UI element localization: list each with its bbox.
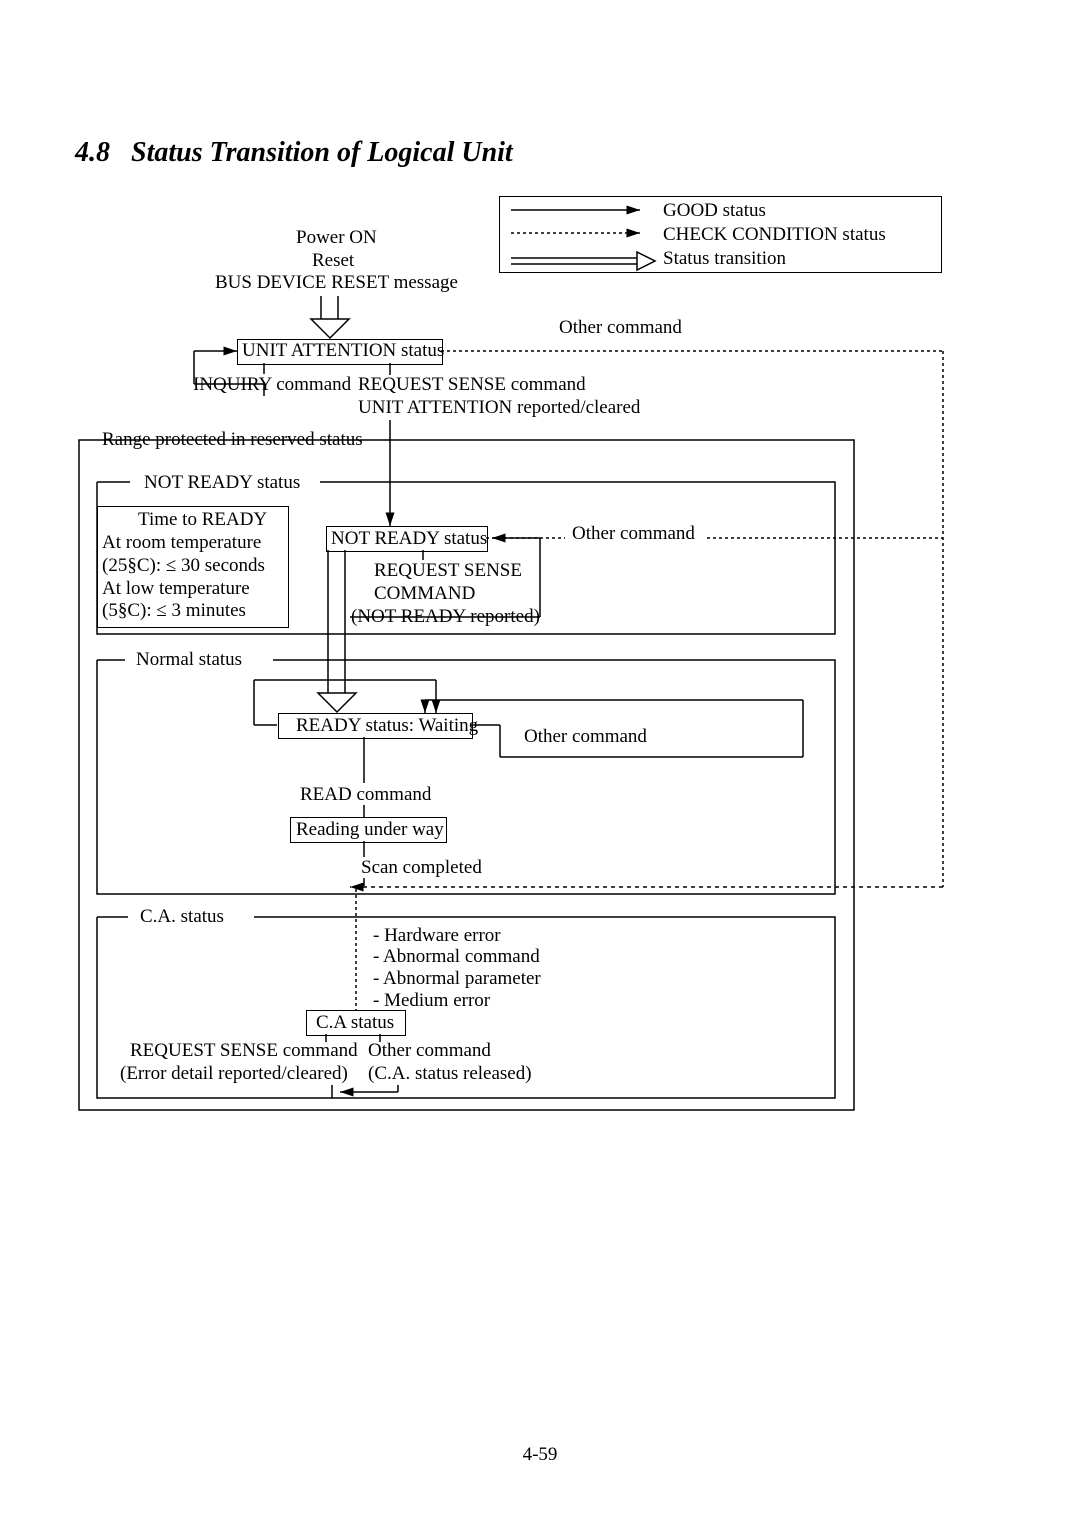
diagram-svg: [0, 0, 1080, 1528]
page: 4.8 Status Transition of Logical Unit GO…: [0, 0, 1080, 1528]
